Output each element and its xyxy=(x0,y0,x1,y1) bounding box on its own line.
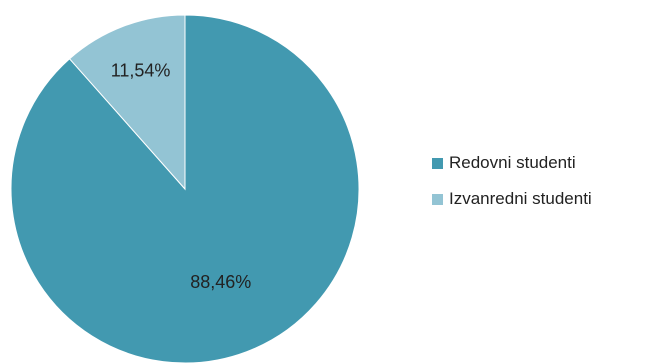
slice-label-izvanredni: 11,54% xyxy=(111,61,171,81)
slice-izvanredni xyxy=(68,14,186,191)
legend-item-redovni: Redovni studenti xyxy=(432,152,592,174)
slice-label-redovni: 88,46% xyxy=(190,272,251,292)
legend-item-izvanredni: Izvanredni studenti xyxy=(432,188,592,210)
legend-label-izvanredni: Izvanredni studenti xyxy=(449,189,592,208)
legend-swatch-redovni xyxy=(432,157,443,169)
legend: Redovni studenti Izvanredni studenti xyxy=(432,152,592,224)
legend-label-redovni: Redovni studenti xyxy=(449,153,576,172)
legend-swatch-izvanredni xyxy=(432,193,443,205)
